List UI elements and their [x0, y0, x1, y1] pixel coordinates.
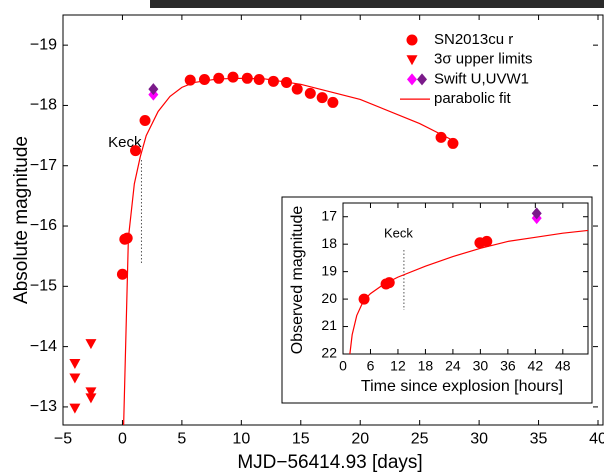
x-tick-label: 10	[232, 431, 250, 448]
y-tick-label: −18	[30, 97, 57, 114]
x-tick-label: 48	[555, 357, 571, 373]
circle-point	[447, 137, 459, 149]
circle-point	[435, 131, 447, 143]
top-strip	[150, 0, 604, 8]
x-tick-label: 6	[367, 357, 375, 373]
x-tick-label: 0	[339, 357, 347, 373]
x-tick-label: 15	[292, 431, 310, 448]
legend-swatch	[406, 55, 418, 66]
x-tick-label: 0	[118, 431, 127, 448]
y-tick-label: −17	[30, 157, 57, 174]
circle-point	[291, 83, 303, 95]
circle-point	[139, 115, 151, 127]
triangle-point	[85, 393, 97, 404]
diamond-point	[148, 83, 159, 96]
fit-line	[349, 229, 589, 355]
circle-point	[121, 232, 133, 244]
y-axis-label: Observed magnitude	[289, 206, 306, 355]
legend-swatch	[406, 34, 418, 46]
legend-swatch	[407, 73, 417, 86]
y-tick-label: −13	[30, 398, 57, 415]
x-tick-label: 36	[500, 357, 516, 373]
x-tick-label: 42	[528, 357, 544, 373]
triangle-point	[85, 339, 97, 350]
annotation: Keck	[384, 225, 413, 240]
main-plot: −5 0 5 10 15 20 25 30 35 40 −19 −18 −17 −16 −15 −14 −13 M…	[11, 14, 604, 473]
triangle-point	[85, 387, 97, 398]
circle-point	[253, 74, 265, 86]
circle-point	[267, 75, 279, 87]
legend-label: SN2013cu r	[434, 31, 513, 48]
x-axis-label: MJD−56414.93 [days]	[237, 452, 422, 473]
legend-label: parabolic fit	[434, 90, 512, 107]
y-tick-label: 17	[321, 207, 337, 223]
x-tick-label: 40	[589, 431, 604, 448]
y-tick-label: −15	[30, 278, 57, 295]
fit-line	[123, 77, 456, 426]
triangle-point	[69, 373, 81, 384]
triangle-point	[69, 359, 81, 369]
y-tick-label: 20	[321, 290, 337, 306]
inset-plot: 0 6 12 18 24 30 36 42 48 17 18 19 20 21 22 Time since e…	[289, 202, 589, 395]
circle-point	[304, 87, 316, 99]
circle-point	[116, 268, 128, 280]
x-tick-label: −5	[54, 431, 72, 448]
circle-point	[481, 235, 493, 247]
y-tick-label: −19	[30, 36, 57, 53]
y-tick-label: 18	[321, 235, 337, 251]
diamond-point	[531, 207, 542, 220]
y-axis-label: Absolute magnitude	[11, 136, 32, 304]
triangle-point	[69, 403, 81, 414]
circle-point	[198, 74, 210, 86]
plot-frame	[62, 14, 604, 426]
circle-point	[227, 71, 239, 83]
circle-point	[327, 96, 339, 108]
legend-label: Swift U,UVW1	[434, 70, 529, 87]
x-tick-label: 30	[470, 431, 488, 448]
plot-frame	[342, 202, 589, 355]
x-tick-label: 12	[390, 357, 406, 373]
x-tick-label: 24	[445, 357, 461, 373]
y-tick-label: 21	[321, 317, 337, 333]
x-tick-label: 18	[418, 357, 434, 373]
x-axis-label: Time since explosion [hours]	[361, 378, 563, 395]
circle-point	[316, 92, 328, 104]
y-tick-label: −14	[30, 338, 57, 355]
circle-point	[383, 277, 395, 289]
x-tick-label: 30	[473, 357, 489, 373]
y-tick-label: 19	[321, 262, 337, 278]
x-tick-label: 20	[351, 431, 369, 448]
x-tick-label: 5	[177, 431, 186, 448]
x-tick-label: 35	[530, 431, 548, 448]
x-tick-label: 25	[411, 431, 429, 448]
legend-swatch	[417, 73, 427, 86]
y-tick-label: 22	[321, 345, 337, 361]
legend-label: 3σ upper limits	[434, 51, 532, 68]
y-tick-label: −16	[30, 217, 57, 234]
inset-background	[281, 196, 593, 404]
circle-point	[358, 293, 370, 305]
circle-point	[130, 145, 142, 157]
